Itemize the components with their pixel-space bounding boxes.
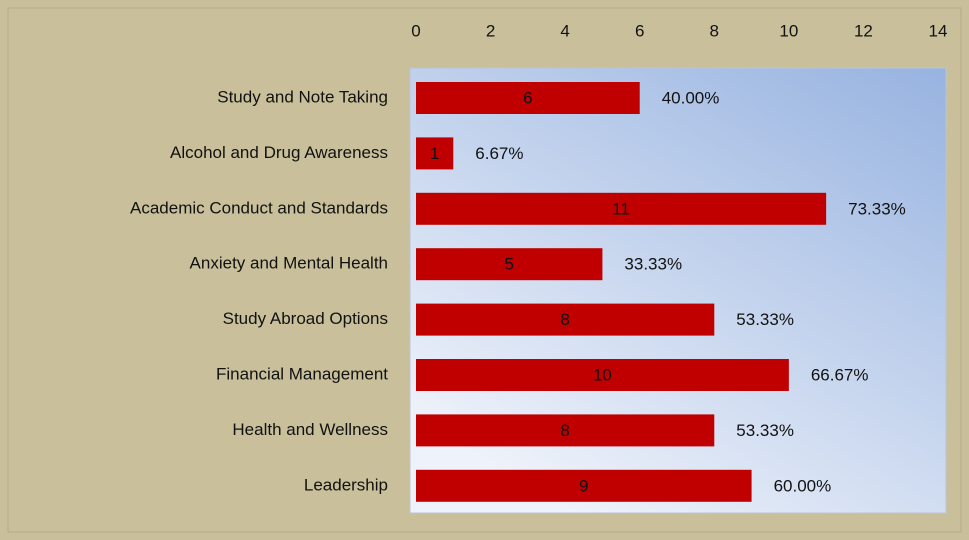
- percent-label: 33.33%: [624, 255, 682, 274]
- value-label: 6: [523, 88, 532, 107]
- x-tick-label: 6: [635, 21, 644, 40]
- value-label: 8: [560, 421, 569, 440]
- y-tick-label: Study Abroad Options: [223, 309, 388, 328]
- bar: [416, 248, 603, 281]
- y-tick-label: Health and Wellness: [232, 420, 388, 439]
- bar: [416, 359, 789, 391]
- y-tick-label: Anxiety and Mental Health: [190, 254, 388, 273]
- bar: [416, 414, 715, 447]
- value-label: 11: [612, 199, 630, 218]
- y-tick-label: Financial Management: [216, 364, 388, 383]
- x-tick-label: 2: [486, 21, 495, 40]
- percent-label: 66.67%: [811, 365, 869, 384]
- percent-label: 53.33%: [736, 421, 794, 440]
- bar: [416, 192, 827, 225]
- value-label: 10: [593, 365, 612, 384]
- percent-label: 73.33%: [848, 199, 906, 218]
- x-tick-label: 0: [411, 21, 420, 40]
- percent-label: 60.00%: [774, 476, 832, 495]
- value-label: 9: [579, 476, 588, 495]
- value-label: 8: [560, 310, 569, 329]
- x-tick-label: 10: [779, 21, 798, 40]
- y-tick-label: Academic Conduct and Standards: [130, 198, 388, 217]
- y-tick-label: Study and Note Taking: [217, 87, 388, 106]
- x-tick-label: 12: [854, 21, 873, 40]
- y-tick-label: Alcohol and Drug Awareness: [170, 143, 388, 162]
- y-tick-label: Leadership: [304, 475, 388, 494]
- bar: [416, 82, 640, 114]
- value-label: 5: [504, 255, 513, 274]
- value-label: 1: [430, 144, 439, 163]
- percent-label: 6.67%: [475, 144, 523, 163]
- x-tick-label: 8: [710, 21, 719, 40]
- x-tick-label: 4: [560, 21, 569, 40]
- bar: [416, 303, 715, 336]
- bar: [416, 469, 752, 502]
- x-tick-label: 14: [929, 21, 948, 40]
- percent-label: 53.33%: [736, 310, 794, 329]
- bar: [416, 137, 454, 170]
- percent-label: 40.00%: [662, 88, 720, 107]
